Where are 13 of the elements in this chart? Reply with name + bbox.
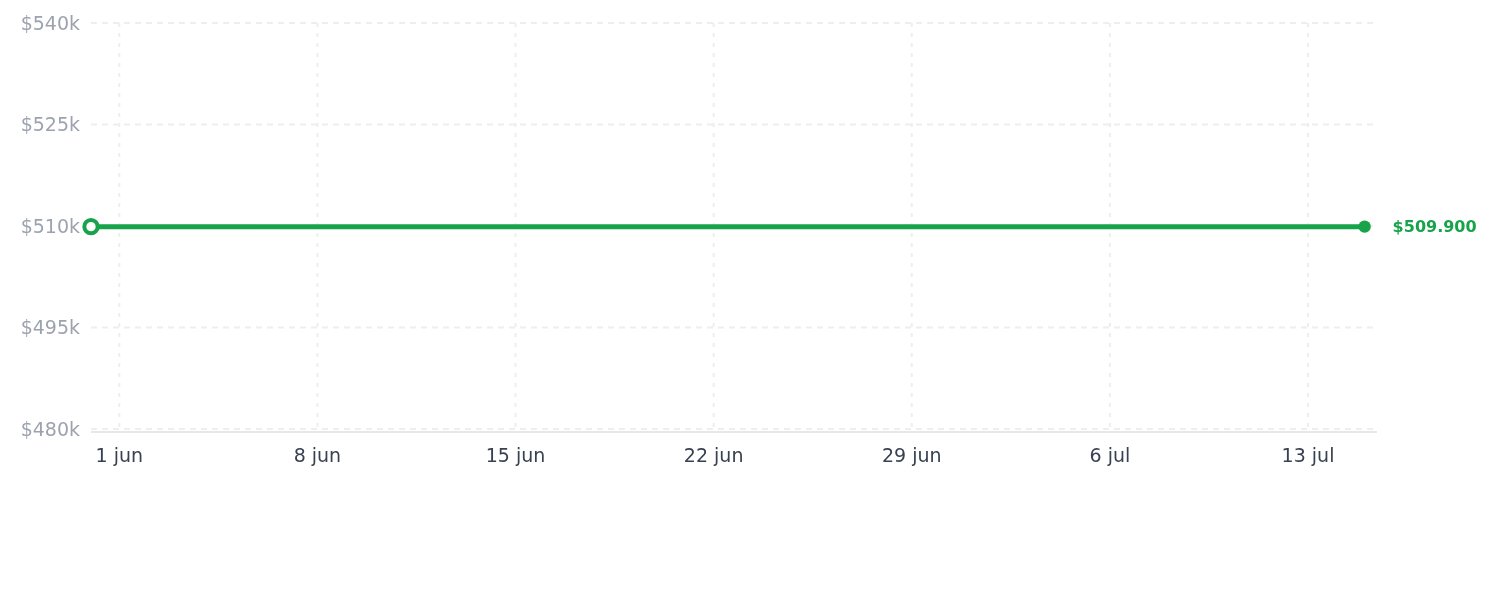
x-tick-label: 22 jun [683,444,744,466]
y-tick-label: $480k [20,417,80,440]
x-tick-label: 6 jul [1089,444,1131,466]
data-label: $509.900 [1392,217,1477,237]
y-tick-label: $495k [20,316,80,339]
x-tick-label: 8 jun [293,444,342,466]
x-tick-label: 1 jun [95,444,144,466]
y-tick-label: $525k [20,113,80,136]
y-tick-label: $540k [20,11,80,34]
y-tick-label: $510k [20,214,80,237]
x-tick-label: 29 jun [881,444,942,466]
x-tick-label: 15 jun [485,444,546,466]
x-tick-label: 13 jul [1281,444,1335,466]
